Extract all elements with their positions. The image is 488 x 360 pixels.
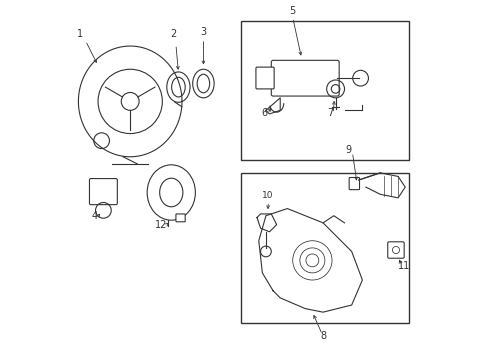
Text: 11: 11 xyxy=(397,261,409,271)
Text: 10: 10 xyxy=(262,191,273,200)
Text: 3: 3 xyxy=(200,27,206,37)
FancyBboxPatch shape xyxy=(271,60,339,96)
FancyBboxPatch shape xyxy=(241,173,408,323)
Text: 5: 5 xyxy=(289,6,295,16)
Text: 1: 1 xyxy=(77,29,83,39)
Text: 8: 8 xyxy=(319,331,325,341)
FancyBboxPatch shape xyxy=(89,179,117,204)
FancyBboxPatch shape xyxy=(348,177,359,190)
FancyBboxPatch shape xyxy=(387,242,404,258)
FancyBboxPatch shape xyxy=(255,67,274,89)
Text: 2: 2 xyxy=(170,29,176,39)
Text: 6: 6 xyxy=(261,108,266,118)
FancyBboxPatch shape xyxy=(176,214,185,222)
Text: 12: 12 xyxy=(155,220,167,230)
FancyBboxPatch shape xyxy=(241,21,408,160)
Text: 7: 7 xyxy=(326,108,333,118)
Text: 9: 9 xyxy=(345,145,350,155)
Text: 4: 4 xyxy=(91,211,97,221)
